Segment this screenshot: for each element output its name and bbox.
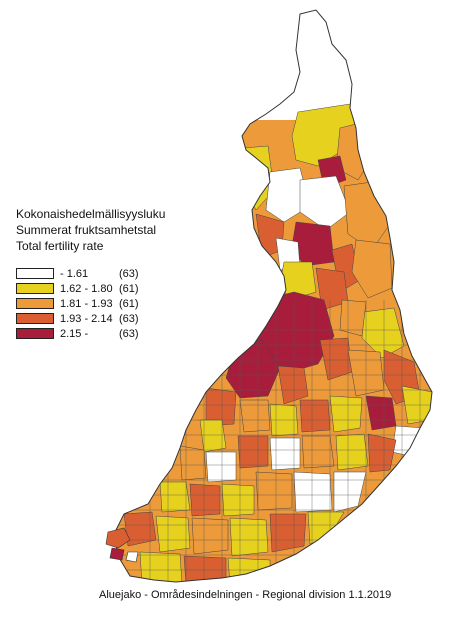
title-swedish: Summerat fruktsamhetstal xyxy=(16,223,157,237)
title-english: Total fertility rate xyxy=(16,239,104,253)
legend-swatch xyxy=(16,313,54,324)
legend-count: (63) xyxy=(119,328,139,340)
legend-swatch xyxy=(16,283,54,294)
legend-count: (63) xyxy=(119,268,139,280)
legend-swatch xyxy=(16,298,54,309)
legend-label: 1.93 - 2.14 xyxy=(60,313,113,325)
footer-caption: Aluejako - Områdesindelningen - Regional… xyxy=(99,589,392,601)
legend-count: (61) xyxy=(119,298,139,310)
aland-islands xyxy=(105,527,139,563)
legend-count: (63) xyxy=(119,313,139,325)
legend-swatch xyxy=(16,268,54,279)
legend-label: 1.81 - 1.93 xyxy=(60,298,113,310)
legend-label: 2.15 - xyxy=(60,328,89,340)
legend-label: - 1.61 xyxy=(60,268,89,280)
legend-label: 1.62 - 1.80 xyxy=(60,283,113,295)
legend-count: (61) xyxy=(119,283,139,295)
title-finnish: Kokonaishedelmällisyysluku xyxy=(16,207,166,221)
legend-swatch xyxy=(16,328,54,339)
